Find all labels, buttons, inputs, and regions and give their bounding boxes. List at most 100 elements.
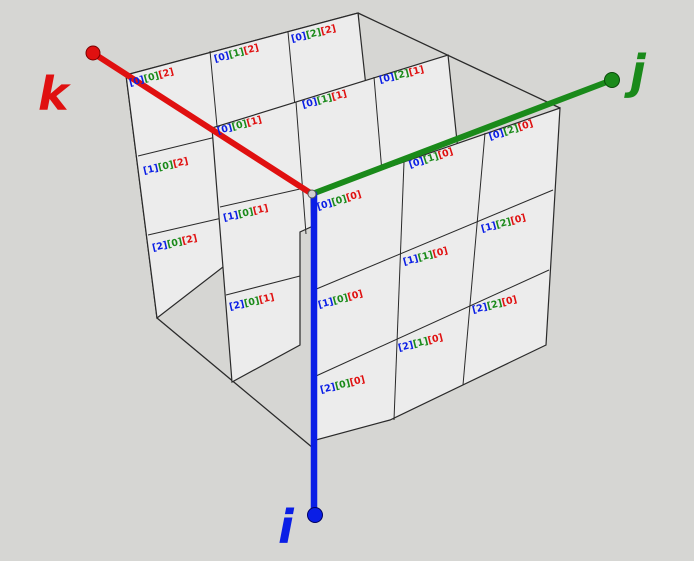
index-k: [0] [431, 245, 449, 260]
index-j: [0] [166, 236, 183, 250]
i-axis-label: i [278, 500, 295, 554]
index-i: [0] [301, 96, 319, 111]
index-k: [0] [437, 146, 455, 161]
j-axis-cap [604, 72, 620, 88]
grid-line [393, 161, 405, 421]
grid-line [219, 188, 301, 208]
cell-index-label: [0][1][1] [301, 88, 348, 111]
cell-index-label: [0][1][0] [408, 146, 455, 171]
grid-line [315, 269, 550, 377]
index-j: [1] [412, 336, 430, 350]
index-i: [0] [128, 74, 146, 89]
index-j: [1] [417, 249, 435, 264]
index-k: [0] [346, 288, 364, 303]
k-axis-cap [85, 45, 101, 61]
grid-line [313, 189, 554, 291]
cell-index-label: [0][2][1] [378, 64, 425, 86]
grid-line [295, 101, 307, 235]
cell-index-label: [0][0][0] [316, 189, 363, 213]
plane-k0 [310, 107, 561, 441]
index-k: [0] [501, 294, 519, 308]
index-k: [1] [408, 64, 426, 78]
cube-edge [357, 12, 561, 109]
index-j: [2] [502, 123, 520, 138]
index-k: [2] [320, 23, 338, 37]
cell-index-label: [2][1][0] [397, 332, 444, 354]
cell-index-label: [2][2][0] [471, 294, 518, 316]
index-j: [0] [330, 193, 348, 208]
cube-edge [156, 317, 314, 449]
index-i: [0] [290, 31, 308, 45]
index-k: [1] [330, 88, 348, 103]
index-j: [2] [495, 216, 513, 231]
cell-index-label: [2][0][0] [319, 374, 366, 396]
index-i: [2] [471, 302, 489, 316]
index-i: [0] [316, 198, 334, 213]
index-k: [0] [345, 189, 363, 204]
index-i: [1] [142, 163, 159, 177]
origin-joint [307, 189, 317, 199]
index-j: [0] [334, 378, 352, 392]
index-i: [0] [488, 128, 506, 143]
index-k: [0] [349, 374, 367, 388]
k-axis-rod [90, 50, 315, 197]
index-i: [1] [402, 253, 420, 268]
index-i: [2] [151, 240, 168, 254]
index-k: [1] [258, 292, 275, 306]
index-k: [2] [181, 233, 198, 247]
index-i: [0] [216, 122, 234, 137]
index-i: [1] [222, 210, 239, 224]
index-i: [0] [213, 50, 231, 65]
index-j: [0] [143, 70, 161, 85]
cell-labels: [0][0][2][0][1][2][0][2][2][1][0][2][2][… [128, 23, 535, 396]
index-j: [2] [305, 27, 323, 41]
cell-index-label: [0][0][1] [216, 114, 263, 137]
index-j: [0] [332, 292, 350, 307]
cell-index-label: [1][1][0] [402, 245, 449, 268]
index-k: [2] [157, 66, 175, 81]
i-axis-cap [307, 507, 323, 523]
index-i: [2] [319, 382, 337, 396]
grid-line [225, 275, 301, 296]
cell-index-label: [1][0][2] [142, 156, 189, 177]
cell-index-label: [0][0][2] [128, 66, 175, 89]
index-k: [1] [245, 114, 263, 129]
index-k: [0] [427, 332, 445, 346]
index-i: [2] [228, 299, 245, 313]
index-i: [2] [397, 340, 415, 354]
cell-index-label: [2][0][1] [228, 292, 275, 313]
j-axis-label: j [624, 45, 647, 99]
cell-index-label: [2][0][2] [151, 233, 198, 254]
index-j: [1] [422, 151, 440, 166]
index-j: [1] [316, 92, 334, 107]
k-axis-label: k [38, 67, 71, 121]
cell-index-label: [0][2][0] [488, 118, 535, 143]
index-i: [0] [378, 72, 396, 86]
index-j: [0] [231, 118, 249, 133]
cell-index-label: [1][2][0] [480, 212, 527, 235]
index-k: [0] [509, 212, 527, 227]
index-k: [2] [242, 42, 260, 57]
index-i: [0] [408, 156, 426, 171]
cell-index-label: [1][0][1] [222, 203, 269, 224]
index-j: [0] [243, 295, 260, 309]
index-k: [0] [517, 118, 535, 133]
axes [85, 45, 620, 523]
grid-line [462, 132, 486, 386]
j-axis-rod [309, 77, 615, 197]
index-j: [0] [157, 159, 174, 173]
index-j: [2] [393, 68, 411, 82]
index-j: [0] [237, 206, 254, 220]
cell-index-label: [0][2][2] [290, 23, 337, 45]
index-i: [1] [317, 296, 335, 311]
cell-index-label: [1][0][0] [317, 288, 364, 311]
grid-line [147, 217, 223, 236]
cell-index-label: [0][1][2] [213, 42, 260, 65]
grid-line [137, 136, 217, 157]
index-j: [1] [228, 46, 246, 61]
index-i: [1] [480, 220, 498, 235]
index-k: [2] [172, 156, 189, 170]
index-j: [2] [486, 298, 504, 312]
